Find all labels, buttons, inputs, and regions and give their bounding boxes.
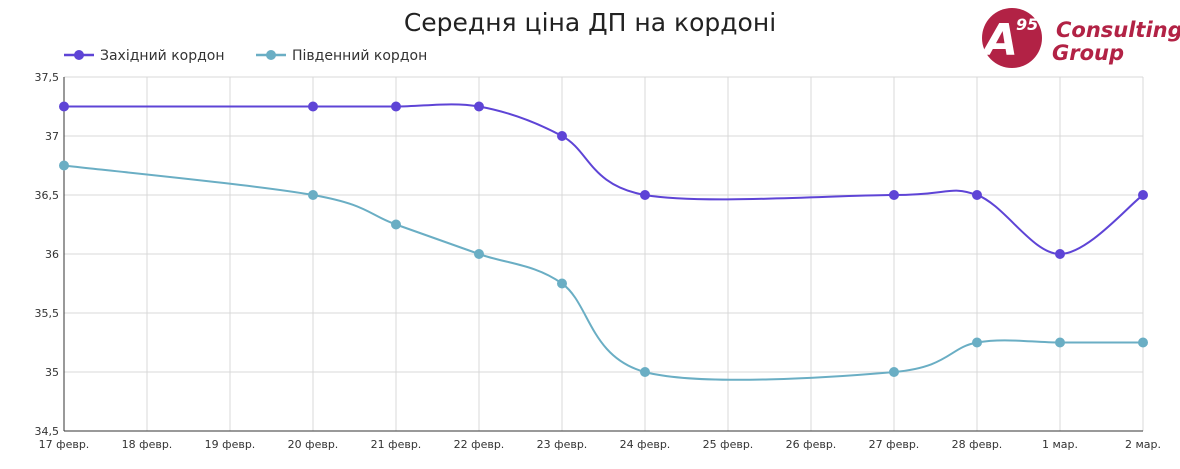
legend-item-south[interactable]: Південний кордон	[256, 48, 427, 64]
data-point-series-1[interactable]	[972, 337, 982, 348]
chart-title: Середня ціна ДП на кордоні	[404, 8, 776, 37]
series	[63, 103, 1144, 381]
x-tick-label: 24 февр.	[620, 438, 671, 451]
y-tick-label: 35,5	[35, 307, 60, 320]
y-tick-label: 36,5	[35, 189, 60, 202]
x-tick-label: 27 февр.	[869, 438, 920, 451]
data-point-series-0[interactable]	[1138, 190, 1148, 200]
y-tick-label: 35	[45, 366, 59, 379]
data-point-series-1[interactable]	[640, 367, 650, 377]
data-point-series-1[interactable]	[1055, 337, 1065, 348]
markers	[59, 101, 1148, 377]
data-point-series-0[interactable]	[1055, 249, 1065, 259]
y-tick-label: 37	[45, 130, 59, 143]
series-line-0	[64, 103, 1144, 256]
y-tick-label: 34,5	[35, 425, 60, 438]
grid	[63, 76, 1144, 432]
data-point-series-0[interactable]	[972, 190, 982, 200]
legend-label-west: Західний кордон	[100, 48, 225, 64]
data-point-series-0[interactable]	[59, 101, 69, 112]
legend-label-south: Південний кордон	[292, 48, 427, 64]
data-point-series-1[interactable]	[1138, 337, 1148, 348]
x-tick-label: 1 мар.	[1042, 438, 1078, 451]
data-point-series-0[interactable]	[474, 101, 484, 112]
data-point-series-0[interactable]	[889, 190, 899, 200]
data-point-series-1[interactable]	[308, 190, 318, 200]
x-tick-label: 26 февр.	[786, 438, 837, 451]
legend-marker-south	[266, 50, 276, 60]
data-point-series-1[interactable]	[557, 278, 567, 289]
data-point-series-0[interactable]	[308, 101, 318, 112]
company-logo: A 95 Consulting Group	[981, 8, 1180, 68]
data-point-series-1[interactable]	[59, 160, 69, 171]
legend-marker-west	[74, 50, 84, 60]
data-point-series-0[interactable]	[640, 190, 650, 200]
x-tick-label: 22 февр.	[454, 438, 505, 451]
data-point-series-0[interactable]	[557, 131, 567, 141]
x-tick-label: 2 мар.	[1125, 438, 1161, 451]
tick-labels: 34,5 35 35,5 36 36,5 37 37,5 17 февр. 18 февр. 19…	[35, 71, 1162, 451]
data-point-series-0[interactable]	[391, 101, 401, 112]
x-tick-label: 18 февр.	[122, 438, 173, 451]
y-tick-label: 37,5	[35, 71, 60, 84]
data-point-series-1[interactable]	[889, 367, 899, 377]
logo-word-group: Group	[1052, 41, 1124, 65]
logo-number: 95	[1016, 15, 1038, 34]
logo-word-consulting: Consulting	[1056, 18, 1180, 42]
legend: Західний кордон Південний кордон	[64, 48, 427, 64]
x-tick-label: 25 февр.	[703, 438, 754, 451]
logo-letter: A	[981, 15, 1018, 66]
series-line-1	[63, 164, 1143, 381]
data-point-series-1[interactable]	[391, 219, 401, 230]
axes	[63, 77, 1143, 432]
x-tick-label: 17 февр.	[39, 438, 90, 451]
x-tick-label: 21 февр.	[371, 438, 422, 451]
data-point-series-1[interactable]	[474, 249, 484, 259]
logo-badge	[982, 8, 1042, 68]
x-tick-label: 19 февр.	[205, 438, 256, 451]
x-tick-label: 28 февр.	[952, 438, 1003, 451]
x-tick-label: 20 февр.	[288, 438, 339, 451]
y-tick-label: 36	[45, 248, 59, 261]
x-tick-label: 23 февр.	[537, 438, 588, 451]
legend-item-west[interactable]: Західний кордон	[64, 48, 225, 64]
